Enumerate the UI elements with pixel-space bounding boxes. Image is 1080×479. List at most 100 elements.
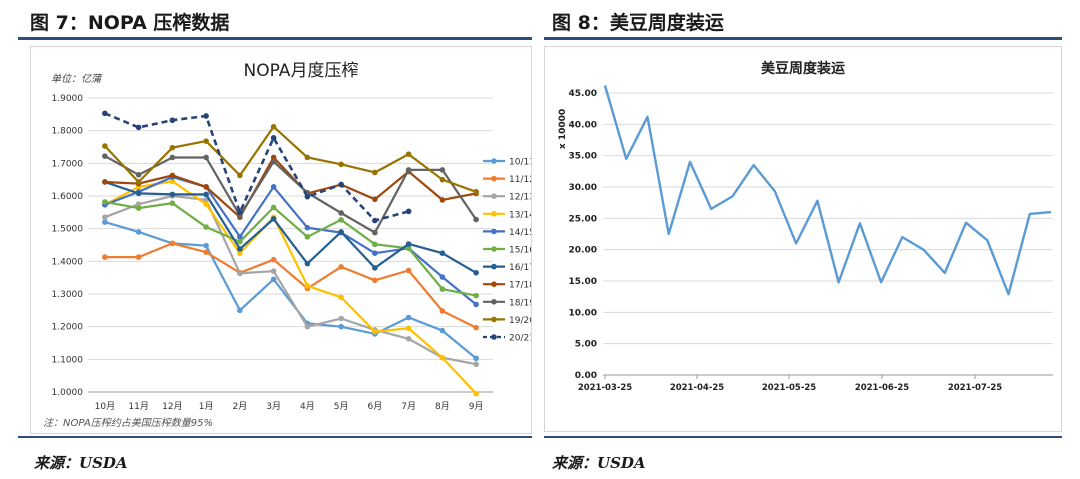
legend-label: 15/16 — [509, 246, 531, 256]
data-point — [169, 172, 176, 179]
y-tick-label: 1.6000 — [52, 192, 84, 202]
data-point — [338, 315, 344, 322]
data-point — [169, 144, 176, 151]
data-point — [405, 267, 412, 274]
data-point — [372, 229, 378, 236]
data-point — [169, 154, 176, 161]
data-point — [473, 216, 479, 223]
data-point — [270, 204, 277, 211]
legend-item: 10/11 — [483, 158, 535, 168]
data-point — [372, 328, 378, 335]
x-tick-label: 4月 — [300, 401, 315, 412]
data-point — [405, 335, 412, 342]
y-tick-label: 35.00 — [569, 152, 597, 162]
series-line — [104, 175, 477, 306]
y-tick-label: 1.0000 — [52, 388, 84, 398]
data-point — [405, 151, 412, 157]
y-tick-label: 0.00 — [575, 371, 597, 381]
data-point — [169, 200, 176, 206]
y-tick-label: 5.00 — [575, 340, 597, 350]
x-tick-label: 12月 — [162, 401, 182, 412]
series-18-19 — [102, 153, 479, 236]
gridlines — [88, 97, 493, 393]
y-tick-label: 1.4000 — [52, 257, 84, 267]
series-line — [104, 242, 477, 329]
y-tick-label: 15.00 — [569, 277, 597, 287]
data-point — [270, 123, 277, 130]
data-point — [237, 270, 243, 277]
y-axis-ticks: 0.00 5.00 10.00 15.00 20.00 25.00 30.00 35.00 40… — [569, 89, 597, 381]
legend-label: 18/19 — [509, 298, 531, 308]
data-point — [473, 301, 479, 308]
data-point — [372, 169, 378, 176]
data-point — [169, 191, 176, 198]
legend-item: 18/19 — [483, 298, 535, 308]
data-point — [203, 154, 209, 161]
figure-7-title: 图 7：NOPA 压榨数据 — [30, 12, 230, 34]
y-tick-label: 25.00 — [569, 214, 597, 224]
series-11-12 — [102, 240, 479, 331]
data-point — [338, 264, 344, 270]
legend-marker — [491, 281, 497, 287]
data-point — [270, 158, 277, 165]
data-point — [405, 325, 412, 332]
nopa-crush-chart: NOPA月度压榨 单位：亿蒲 注：NOPA压榨约占美国压榨数量95% 1.000… — [43, 61, 535, 429]
legend-item: 15/16 — [483, 246, 535, 256]
legend-marker — [491, 334, 497, 340]
data-point — [203, 242, 209, 249]
legend-marker — [491, 246, 497, 252]
legend-marker — [491, 193, 497, 199]
x-tick-label: 6月 — [368, 401, 383, 412]
series-line — [104, 155, 478, 235]
x-axis-ticks: 10月 11月 12月 1月 2月 3月 4月 5月 6月 7月 8月 9月 — [95, 401, 484, 412]
data-point — [270, 276, 277, 283]
legend-marker — [491, 228, 497, 235]
data-point — [203, 113, 209, 119]
x-tick-label: 2月 — [233, 401, 248, 412]
data-point — [338, 161, 344, 168]
data-point — [304, 154, 311, 161]
data-point — [304, 193, 311, 200]
legend-item: 17/18 — [483, 281, 535, 291]
legend-item: 13/14 — [483, 210, 535, 220]
data-point — [372, 250, 378, 256]
data-point — [473, 355, 479, 362]
data-point — [102, 143, 108, 149]
data-point — [135, 205, 142, 211]
data-point — [439, 250, 446, 256]
y-tick-label: 1.3000 — [52, 290, 84, 300]
data-point — [237, 172, 243, 179]
legend-label: 14/15 — [509, 228, 531, 238]
data-point — [473, 361, 479, 368]
x-tick-label: 2021-04-25 — [670, 383, 724, 393]
series-line — [104, 200, 477, 297]
gridlines — [603, 92, 1053, 376]
series-lines — [603, 85, 1052, 296]
data-point — [439, 167, 446, 173]
legend-marker — [491, 316, 497, 323]
series-line — [104, 125, 477, 193]
series-line — [104, 155, 477, 219]
data-point — [237, 250, 243, 256]
x-tick-label: 7月 — [401, 401, 416, 412]
legend-item: 14/15 — [483, 228, 535, 238]
data-point — [203, 191, 209, 198]
series-19-20 — [102, 123, 479, 195]
x-tick-label: 5月 — [334, 401, 349, 412]
data-point — [439, 274, 446, 280]
legend-marker — [491, 158, 497, 164]
data-point — [169, 178, 176, 185]
legend: 10/11 11/12 12/13 13/14 14/15 15/16 16/17 17/18… — [483, 158, 535, 344]
x-tick-label: 8月 — [435, 401, 450, 412]
x-tick-label: 2021-07-25 — [948, 383, 1002, 393]
y-tick-label: 1.1000 — [52, 355, 84, 365]
data-point — [372, 217, 378, 224]
x-tick-label: 1月 — [199, 401, 214, 412]
data-point — [338, 181, 344, 188]
y-tick-label: 45.00 — [569, 89, 597, 99]
y-tick-label: 40.00 — [569, 120, 597, 130]
series-line — [104, 112, 409, 222]
data-point — [102, 254, 108, 260]
data-point — [270, 135, 277, 141]
data-point — [135, 229, 142, 235]
